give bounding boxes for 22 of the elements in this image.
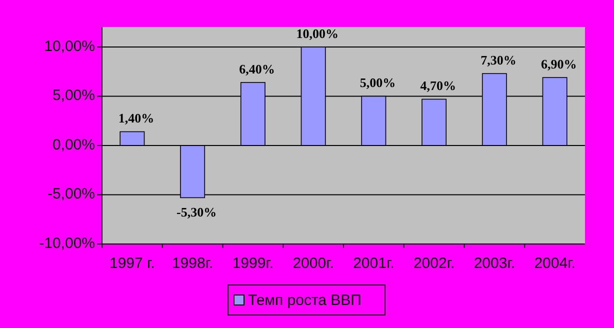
data-label: 1,40%: [118, 110, 154, 126]
x-tick-label: 2000г.: [292, 254, 334, 272]
data-label: 6,90%: [540, 56, 577, 72]
x-tick-label: 2004г.: [534, 254, 576, 272]
y-tick-label: -5,00%: [47, 186, 95, 203]
data-label: 6,40%: [239, 61, 275, 76]
data-label: 7,30%: [480, 52, 516, 68]
y-tick-label: -10,00%: [39, 234, 95, 252]
x-tick-label: 2002г.: [413, 254, 455, 272]
x-tick-label: 1997 г.: [110, 254, 155, 272]
data-label: 4,70%: [420, 78, 456, 94]
x-tick-label: 2001г.: [353, 254, 394, 272]
y-tick-label: 5,00%: [52, 87, 95, 104]
x-tick-label: 1998г.: [172, 254, 214, 272]
y-tick-label: 0,00%: [52, 136, 95, 154]
x-tick-label: 2003г.: [474, 254, 516, 272]
data-label: 10,00%: [296, 26, 338, 41]
data-label: 5,00%: [360, 75, 396, 90]
data-label: -5,30%: [176, 204, 217, 220]
legend-label: Темп роста ВВП: [248, 292, 362, 309]
y-tick-label: 10,00%: [44, 38, 95, 55]
x-tick-label: 1999г.: [232, 254, 274, 272]
